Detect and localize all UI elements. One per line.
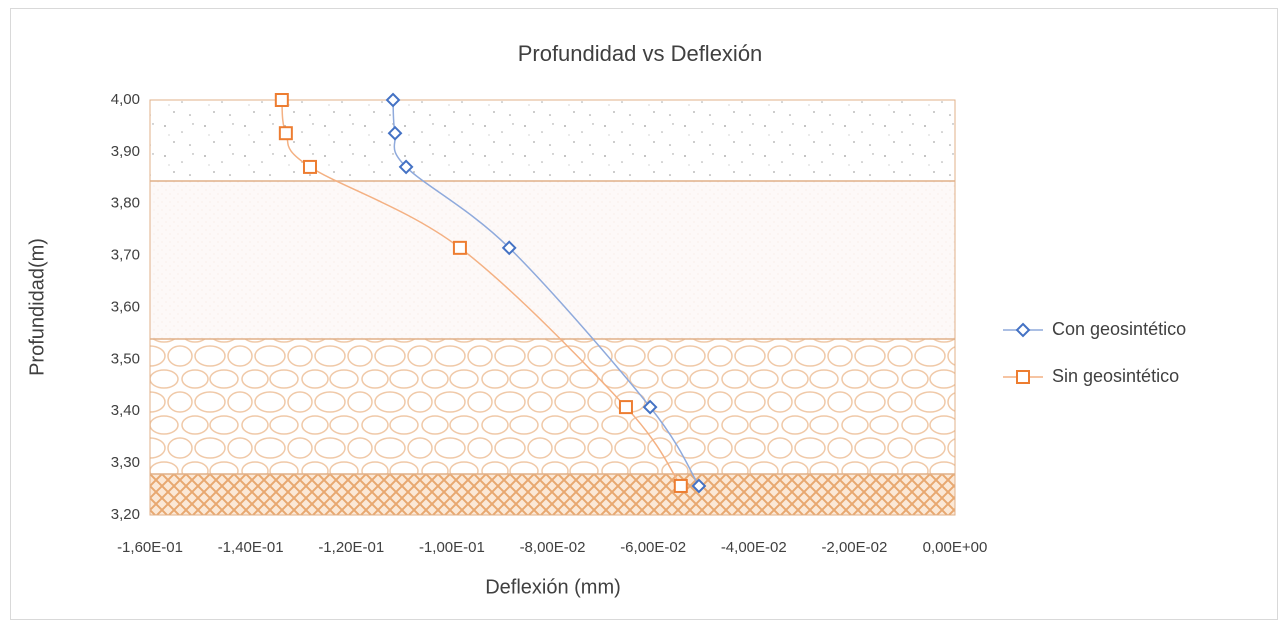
- marker: [398, 159, 414, 175]
- marker: [278, 126, 293, 141]
- x-tick-label: -1,40E-01: [218, 539, 284, 556]
- y-tick-label: 3,90: [111, 143, 140, 160]
- chart-title: Profundidad vs Deflexión: [518, 41, 763, 66]
- x-tick-label: -2,00E-02: [821, 539, 887, 556]
- soil-layers: [149, 99, 956, 516]
- x-tick-label: -1,00E-01: [419, 539, 485, 556]
- marker: [673, 478, 688, 493]
- y-tick-label: 3,60: [111, 298, 140, 315]
- marker: [691, 478, 707, 494]
- marker: [501, 240, 517, 256]
- marker: [387, 125, 403, 141]
- marker: [452, 240, 467, 255]
- x-axis-title: Deflexión (mm): [485, 576, 621, 598]
- y-tick-label: 3,70: [111, 247, 140, 264]
- x-tick-label: -4,00E-02: [721, 539, 787, 556]
- x-tick-label: -1,20E-01: [318, 539, 384, 556]
- legend-marker: [1015, 322, 1031, 338]
- legend-label: Con geosintético: [1052, 319, 1186, 339]
- legend-marker: [1016, 370, 1030, 384]
- y-tick-label: 3,30: [111, 454, 140, 471]
- y-tick-label: 4,00: [111, 91, 140, 108]
- x-tick-label: -8,00E-02: [520, 539, 586, 556]
- y-axis-title: Profundidad(m): [26, 238, 48, 376]
- legend-label: Sin geosintético: [1052, 366, 1179, 386]
- y-tick-label: 3,20: [111, 506, 140, 523]
- marker: [302, 159, 317, 174]
- marker: [274, 93, 289, 107]
- marker: [618, 400, 633, 415]
- marker: [642, 399, 658, 415]
- x-tick-label: -1,60E-01: [117, 539, 183, 556]
- y-tick-label: 3,50: [111, 350, 140, 367]
- x-tick-label: -6,00E-02: [620, 539, 686, 556]
- y-tick-label: 3,80: [111, 195, 140, 212]
- y-tick-label: 3,40: [111, 402, 140, 419]
- marker: [385, 92, 401, 108]
- x-tick-label: 0,00E+00: [923, 539, 988, 556]
